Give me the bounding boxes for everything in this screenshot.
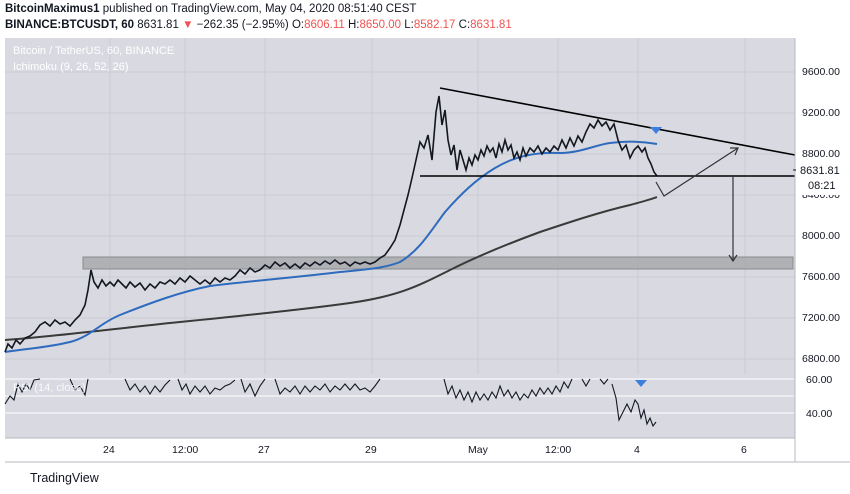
- author-name[interactable]: BitcoinMaximus1: [5, 3, 100, 15]
- price-candles: [4, 95, 658, 353]
- price-tick: 8800.00: [802, 148, 840, 160]
- rsi-indicator-label[interactable]: RSI (14, close): [13, 382, 86, 394]
- price-axis[interactable]: [795, 38, 850, 438]
- last-price: 8631.81: [137, 19, 179, 31]
- price-tick: 9600.00: [802, 66, 840, 78]
- time-tick: May: [468, 444, 488, 456]
- chart-title: Bitcoin / TetherUS, 60, BINANCE: [13, 45, 175, 57]
- descending-trendline: [439, 87, 796, 156]
- rsi-down-arrow-icon: [635, 380, 647, 387]
- down-arrow-icon-chart: [650, 127, 662, 134]
- publish-text: published on TradingView.com, May 04, 20…: [99, 3, 417, 15]
- rsi-tick: 60.00: [806, 374, 833, 386]
- rsi-tick: 40.00: [806, 408, 833, 420]
- open-value: 8606.11: [304, 19, 345, 31]
- price-tick: 8000.00: [802, 230, 840, 242]
- low-value: 8582.17: [413, 19, 456, 31]
- projection-arrow-head-down: [728, 254, 738, 263]
- time-tick: 4: [634, 444, 640, 456]
- price-tick: 7600.00: [802, 271, 840, 283]
- rsi-pane: [4, 374, 795, 438]
- tradingview-brand[interactable]: TradingView: [30, 471, 99, 485]
- high-label: H:: [348, 19, 360, 31]
- time-tick: 12:00: [545, 444, 572, 456]
- chart-header: BitcoinMaximus1 published on TradingView…: [0, 0, 850, 36]
- support-zone: [82, 256, 794, 270]
- price-tick: 6800.00: [802, 353, 840, 365]
- price-tick: 9200.00: [802, 107, 840, 119]
- high-value: 8650.00: [359, 19, 402, 31]
- moving-average-blue: [4, 140, 658, 353]
- open-label: O:: [291, 19, 305, 31]
- time-tick: 12:00: [172, 444, 199, 456]
- projection-arrow-head-up: [730, 147, 739, 156]
- close-value: 8631.81: [470, 19, 512, 31]
- time-axis[interactable]: [5, 438, 795, 462]
- symbol-name: BINANCE:BTCUSDT, 60: [5, 19, 135, 31]
- moving-average-dark: [4, 196, 658, 341]
- low-label: L:: [404, 19, 414, 31]
- time-tick: 29: [365, 444, 377, 456]
- close-label: C:: [458, 19, 471, 31]
- time-tick: 27: [258, 444, 270, 456]
- time-tick: 24: [103, 444, 115, 456]
- ichimoku-indicator-label[interactable]: Ichimoku (9, 26, 52, 26): [13, 61, 129, 73]
- price-tick: 7200.00: [802, 312, 840, 324]
- price-chart-pane[interactable]: [5, 38, 795, 438]
- footer: TradingView: [0, 466, 850, 494]
- projection-path: [655, 147, 739, 197]
- publish-info: BitcoinMaximus1 published on TradingView…: [5, 3, 416, 15]
- last-price-tag: 8631.81 08:21: [796, 163, 848, 195]
- last-price-tag-value: 8631.81: [800, 165, 840, 177]
- rsi-line: [4, 378, 657, 428]
- grid-lines: [5, 38, 795, 438]
- price-change: −262.35 (−2.95%): [196, 19, 289, 31]
- down-arrow-icon: ▼: [182, 19, 194, 31]
- candle-countdown: 08:21: [808, 180, 836, 192]
- time-tick: 6: [741, 444, 747, 456]
- ohlc-line: BINANCE:BTCUSDT, 60 8631.81 ▼ −262.35 (−…: [5, 19, 512, 31]
